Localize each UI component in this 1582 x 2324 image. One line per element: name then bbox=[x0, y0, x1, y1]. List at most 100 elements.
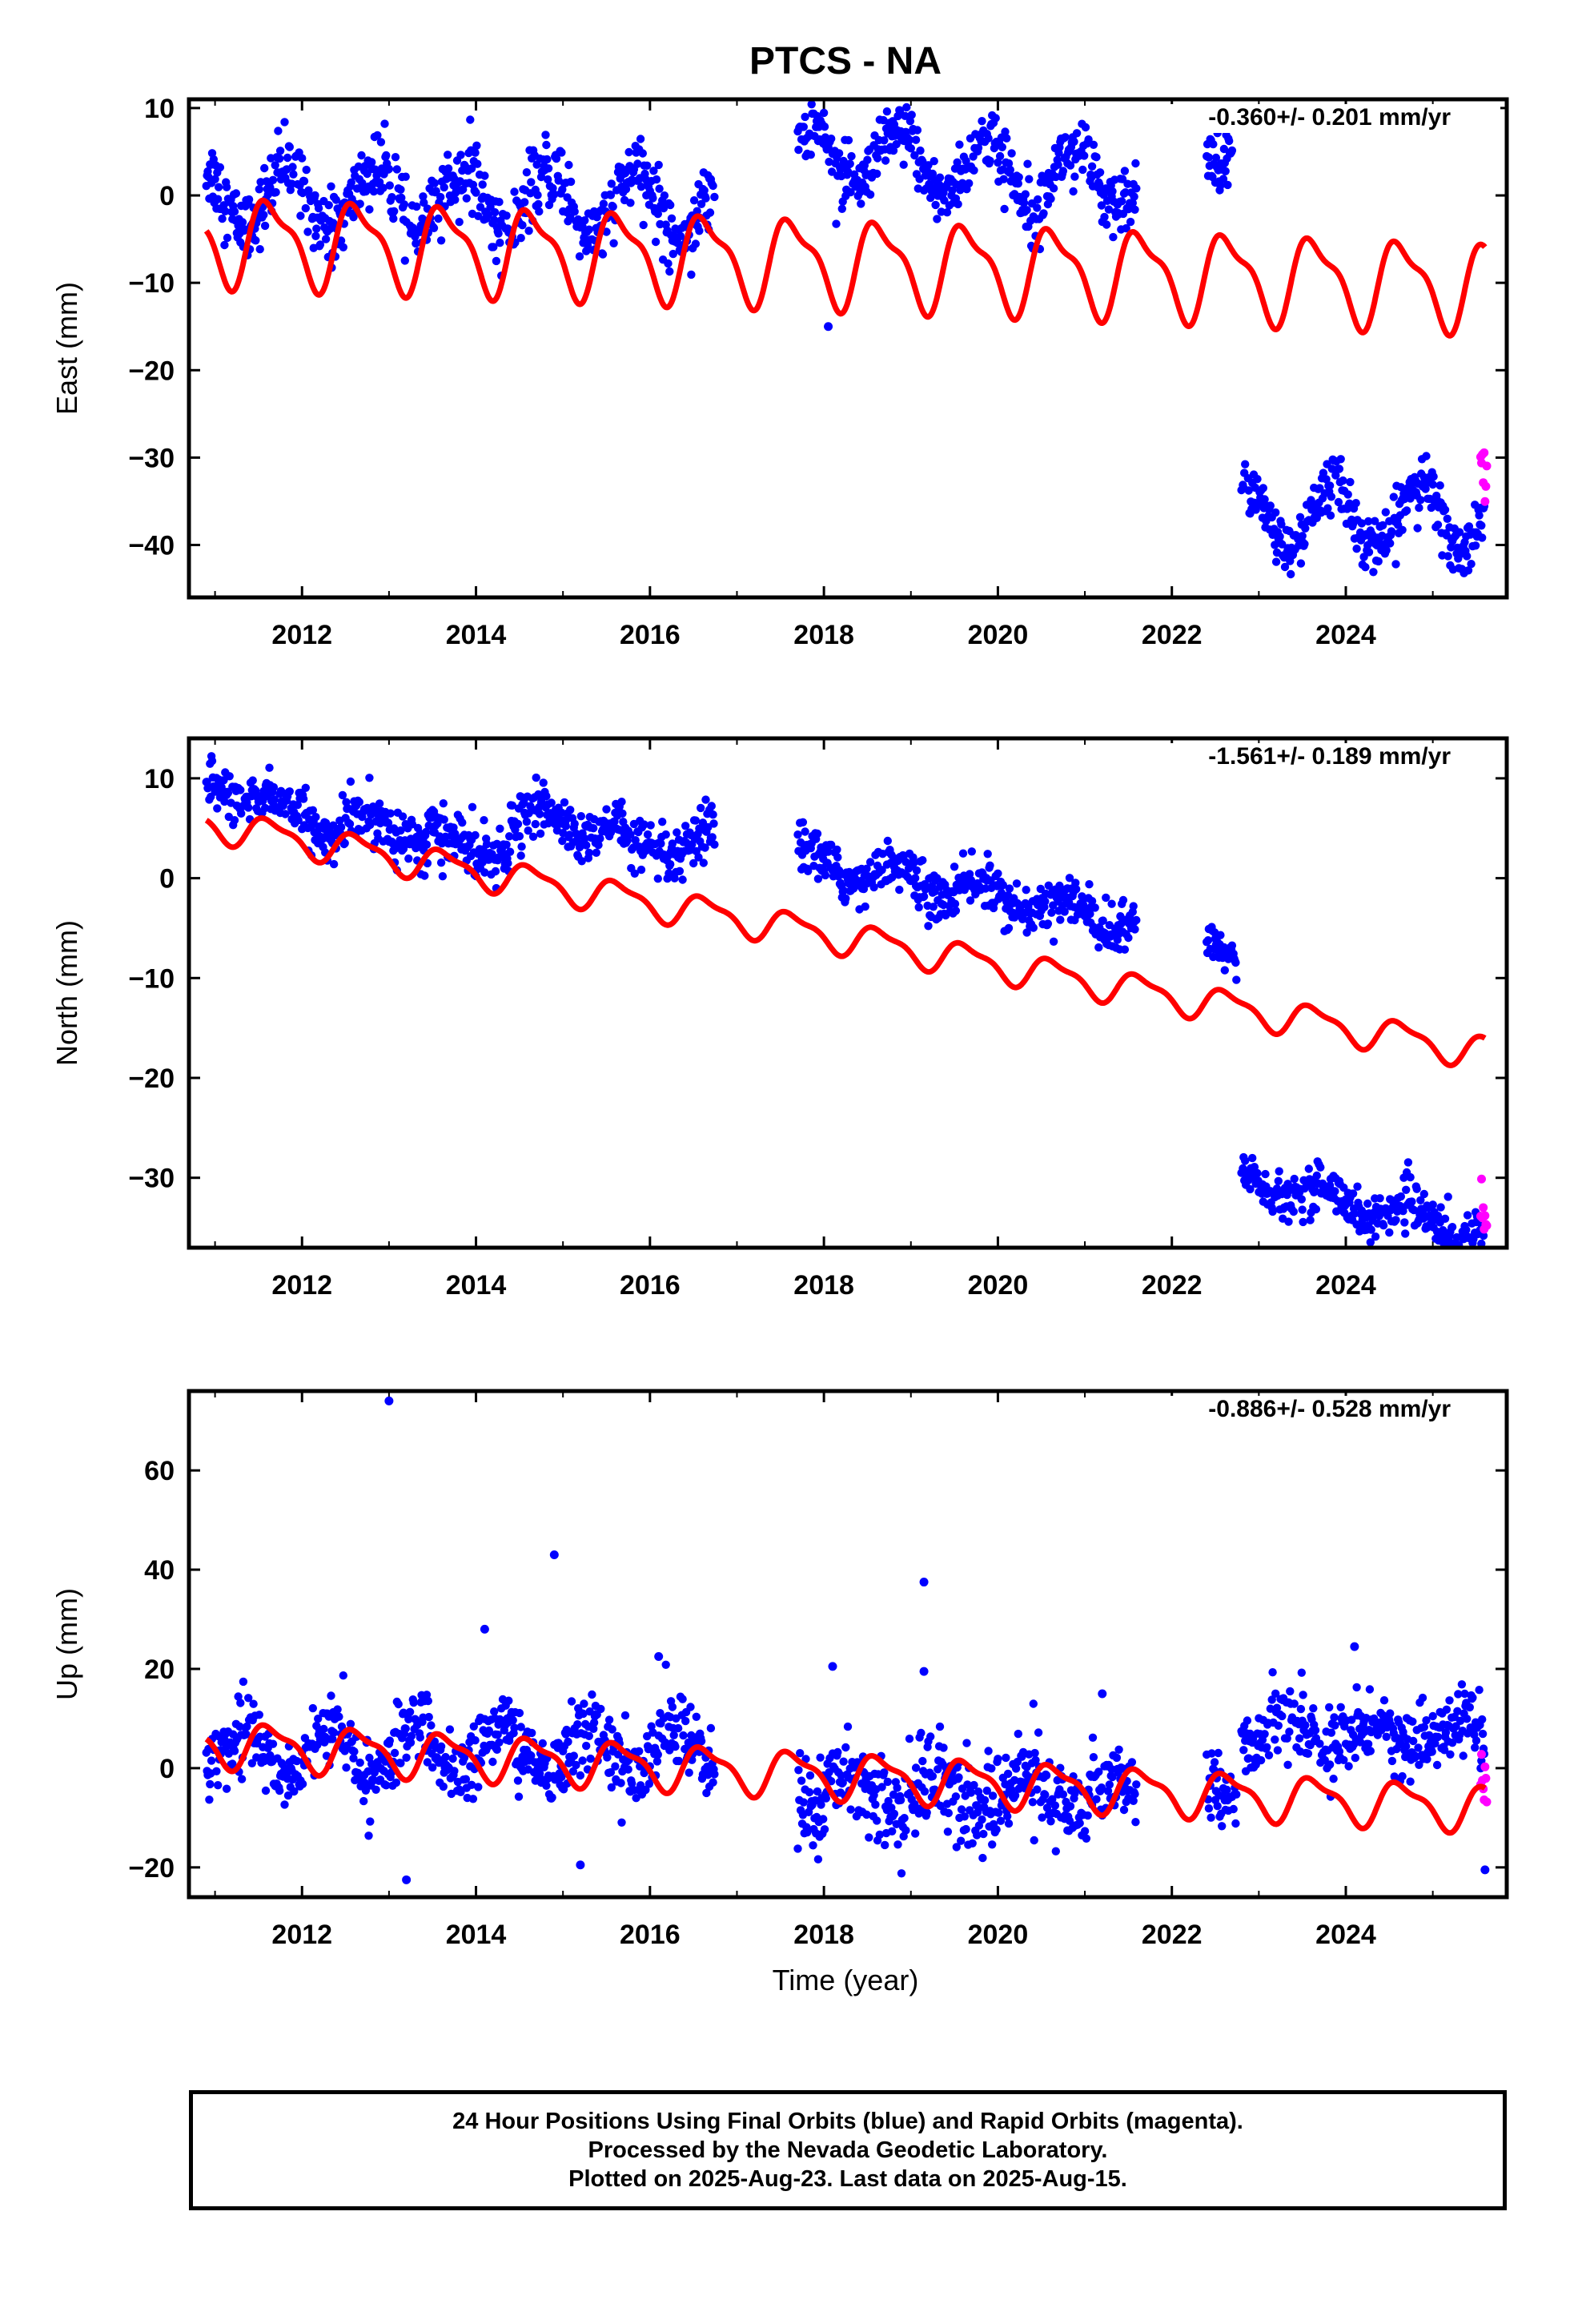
up-final-point bbox=[813, 1787, 822, 1796]
north-final-point bbox=[918, 856, 927, 865]
east-final-point bbox=[400, 200, 409, 209]
up-final-point bbox=[1327, 1728, 1336, 1737]
east-final-point bbox=[896, 106, 905, 115]
up-final-point bbox=[280, 1800, 289, 1809]
north-final-point bbox=[1379, 1221, 1388, 1230]
north-final-point bbox=[709, 810, 717, 819]
east-final-point bbox=[901, 111, 909, 120]
up-final-point bbox=[584, 1731, 593, 1740]
up-final-point bbox=[918, 1756, 927, 1766]
east-final-point bbox=[420, 198, 428, 207]
north-final-point bbox=[329, 859, 339, 869]
up-final-point bbox=[884, 1796, 893, 1806]
east-final-point bbox=[1463, 552, 1472, 561]
north-final-point bbox=[1400, 1218, 1409, 1227]
north-rate-background bbox=[1170, 743, 1500, 772]
up-final-point bbox=[1030, 1835, 1038, 1845]
up-final-point bbox=[1218, 1822, 1227, 1831]
up-final-point bbox=[935, 1722, 945, 1731]
east-final-point bbox=[1364, 548, 1374, 557]
up-final-point bbox=[1028, 1798, 1038, 1807]
north-final-point bbox=[508, 801, 516, 810]
east-final-point bbox=[231, 189, 241, 198]
east-final-point bbox=[995, 151, 1005, 161]
north-x-tick-label: 2020 bbox=[968, 1270, 1029, 1301]
east-y-tick-label: 0 bbox=[159, 181, 175, 211]
north-final-point bbox=[345, 819, 355, 829]
north-final-point bbox=[707, 802, 716, 810]
east-x-tick-label: 2012 bbox=[271, 620, 332, 650]
east-final-point bbox=[907, 111, 916, 119]
east-final-point bbox=[1334, 497, 1343, 507]
up-final-point bbox=[954, 1773, 963, 1782]
north-final-point bbox=[1022, 886, 1030, 895]
east-final-point bbox=[948, 186, 957, 195]
up-final-point bbox=[1439, 1746, 1449, 1755]
north-final-point bbox=[1022, 928, 1031, 937]
east-final-point bbox=[705, 208, 715, 217]
up-final-point bbox=[342, 1763, 351, 1772]
north-final-point bbox=[675, 866, 685, 876]
up-final-point bbox=[1274, 1721, 1283, 1730]
up-final-point bbox=[803, 1827, 812, 1837]
up-final-point bbox=[1260, 1730, 1269, 1739]
up-final-point bbox=[1132, 1780, 1141, 1789]
up-final-point bbox=[888, 1827, 897, 1835]
north-final-point bbox=[496, 824, 504, 834]
north-final-point bbox=[694, 853, 703, 862]
east-final-point bbox=[1219, 144, 1229, 154]
up-x-tick-label: 2014 bbox=[446, 1920, 507, 1950]
north-final-point bbox=[839, 886, 848, 895]
up-final-point bbox=[589, 1718, 599, 1727]
east-final-point bbox=[214, 195, 223, 203]
north-final-point bbox=[336, 822, 346, 832]
up-final-point bbox=[1297, 1668, 1307, 1677]
north-final-point bbox=[1299, 1217, 1307, 1227]
up-outlier-point bbox=[654, 1651, 664, 1661]
east-final-point bbox=[510, 187, 519, 196]
up-final-point bbox=[668, 1703, 677, 1711]
north-final-point bbox=[1304, 1164, 1314, 1173]
north-final-point bbox=[1060, 907, 1069, 916]
north-final-point bbox=[524, 826, 532, 835]
up-final-point bbox=[883, 1777, 893, 1787]
up-y-tick-label: −20 bbox=[128, 1853, 175, 1884]
up-final-point bbox=[1432, 1760, 1442, 1770]
east-final-point bbox=[991, 114, 1000, 123]
north-final-point bbox=[1090, 903, 1099, 912]
east-final-point bbox=[1382, 546, 1391, 555]
east-final-point bbox=[825, 157, 833, 167]
east-final-point bbox=[516, 234, 525, 243]
up-final-point bbox=[349, 1754, 358, 1763]
east-final-point bbox=[490, 215, 499, 224]
east-final-point bbox=[1022, 206, 1031, 215]
up-final-point bbox=[461, 1775, 471, 1783]
up-final-point bbox=[1003, 1769, 1013, 1779]
east-final-point bbox=[436, 192, 445, 202]
north-final-point bbox=[542, 792, 551, 801]
up-final-point bbox=[214, 1781, 223, 1790]
up-final-point bbox=[385, 1736, 394, 1745]
east-final-point bbox=[251, 236, 260, 245]
east-final-point bbox=[832, 219, 841, 228]
east-final-point bbox=[999, 175, 1008, 183]
up-final-point bbox=[988, 1791, 998, 1800]
east-final-point bbox=[954, 199, 962, 209]
north-final-point bbox=[515, 832, 524, 841]
north-final-point bbox=[482, 839, 492, 849]
east-final-point bbox=[1327, 493, 1336, 501]
north-final-point bbox=[539, 778, 548, 787]
north-final-point bbox=[505, 832, 514, 841]
up-final-point bbox=[1075, 1819, 1084, 1827]
east-final-point bbox=[1122, 223, 1130, 233]
east-final-point bbox=[654, 160, 663, 170]
north-final-point bbox=[691, 816, 701, 825]
east-final-point bbox=[490, 207, 500, 217]
up-final-point bbox=[1325, 1760, 1335, 1769]
up-final-point bbox=[1303, 1749, 1313, 1758]
east-final-point bbox=[910, 151, 919, 160]
up-final-point bbox=[337, 1722, 347, 1731]
north-final-point bbox=[589, 824, 598, 833]
north-y-tick-label: 0 bbox=[159, 864, 175, 895]
up-final-point bbox=[1468, 1693, 1477, 1703]
